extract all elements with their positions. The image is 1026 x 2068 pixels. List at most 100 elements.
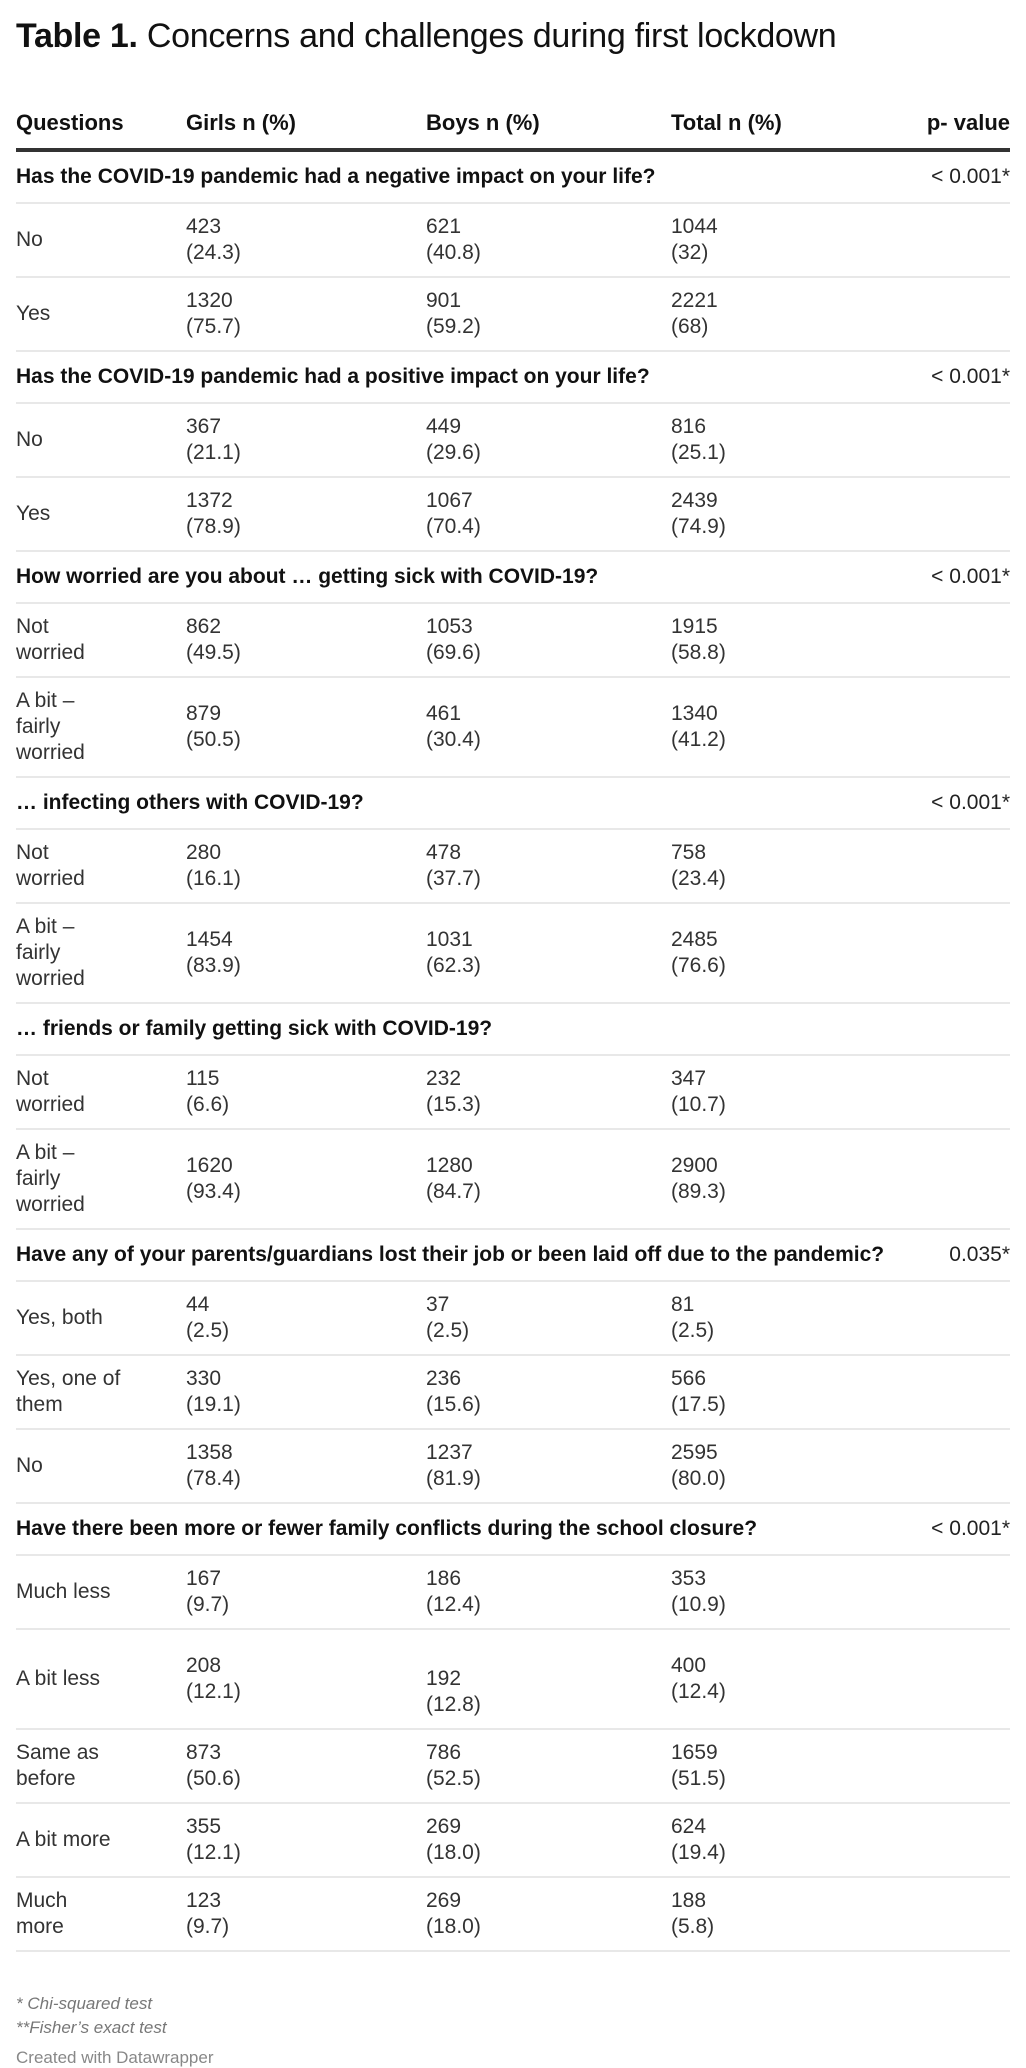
total-cell: 2221 (68): [671, 277, 901, 352]
answer-label: A bit – fairly worried: [16, 903, 186, 1004]
table-row: Not worried 862 (49.5) 1053 (69.6) 1915 (58…: [16, 603, 1010, 678]
total-cell: 400 (12.4): [671, 1629, 901, 1730]
answer-label: A bit – fairly worried: [16, 677, 186, 778]
p-value: [901, 1003, 1010, 1056]
girls-cell: 123 (9.7): [186, 1877, 426, 1952]
girls-cell: 280 (16.1): [186, 829, 426, 904]
header-girls: Girls n (%): [186, 110, 426, 152]
girls-cell: 115 (6.6): [186, 1055, 426, 1130]
table-row: A bit less 208 (12.1) 192 (12.8) 400 (12.4…: [16, 1629, 1010, 1730]
total-cell: 758 (23.4): [671, 829, 901, 904]
table-row: Not worried 280 (16.1) 478 (37.7) 758 (23.4…: [16, 829, 1010, 904]
empty-cell: [901, 677, 1010, 778]
boys-cell: 478 (37.7): [426, 829, 671, 904]
table-caption: Concerns and challenges during first loc…: [146, 17, 837, 55]
question-row: Have any of your parents/guardians lost …: [16, 1229, 1010, 1282]
boys-cell: 269 (18.0): [426, 1877, 671, 1952]
empty-cell: [901, 603, 1010, 678]
empty-cell: [901, 1129, 1010, 1230]
total-cell: 188 (5.8): [671, 1877, 901, 1952]
table-row: Yes, one of them 330 (19.1) 236 (15.6) 566 …: [16, 1355, 1010, 1430]
header-row: Questions Girls n (%) Boys n (%) Total n…: [16, 110, 1010, 152]
p-value: < 0.001*: [901, 351, 1010, 404]
empty-cell: [901, 277, 1010, 352]
table-title: Table 1. Concerns and challenges during …: [16, 14, 1010, 58]
boys-cell: 269 (18.0): [426, 1803, 671, 1878]
question-row: … friends or family getting sick with CO…: [16, 1003, 1010, 1056]
total-cell: 1044 (32): [671, 203, 901, 278]
girls-cell: 44 (2.5): [186, 1281, 426, 1356]
question-text: … infecting others with COVID-19?: [16, 777, 901, 830]
total-cell: 816 (25.1): [671, 403, 901, 478]
answer-label: No: [16, 203, 186, 278]
question-text: Have any of your parents/guardians lost …: [16, 1229, 901, 1282]
girls-cell: 367 (21.1): [186, 403, 426, 478]
empty-cell: [901, 1055, 1010, 1130]
question-row: How worried are you about … getting sick…: [16, 551, 1010, 604]
boys-cell: 1053 (69.6): [426, 603, 671, 678]
empty-cell: [901, 829, 1010, 904]
answer-label: Yes: [16, 477, 186, 552]
table-row: Not worried 115 (6.6) 232 (15.3) 347 (10.7): [16, 1055, 1010, 1130]
table-row: Yes 1372 (78.9) 1067 (70.4) 2439 (74.9): [16, 477, 1010, 552]
answer-label: A bit less: [16, 1629, 186, 1730]
answer-label: A bit more: [16, 1803, 186, 1878]
question-row: … infecting others with COVID-19? < 0.001…: [16, 777, 1010, 830]
boys-cell: 186 (12.4): [426, 1555, 671, 1630]
table-row: Much less 167 (9.7) 186 (12.4) 353 (10.9): [16, 1555, 1010, 1630]
boys-cell: 236 (15.6): [426, 1355, 671, 1430]
answer-label: Much less: [16, 1555, 186, 1630]
girls-cell: 862 (49.5): [186, 603, 426, 678]
answer-label: Not worried: [16, 603, 186, 678]
boys-cell: 1280 (84.7): [426, 1129, 671, 1230]
boys-cell: 901 (59.2): [426, 277, 671, 352]
answer-label: Same as before: [16, 1729, 186, 1804]
girls-cell: 355 (12.1): [186, 1803, 426, 1878]
table-row: A bit – fairly worried 1620 (93.4) 1280 (8…: [16, 1129, 1010, 1230]
empty-cell: [901, 1877, 1010, 1952]
table-row: A bit – fairly worried 1454 (83.9) 1031 (6…: [16, 903, 1010, 1004]
table-row: Yes, both 44 (2.5) 37 (2.5) 81 (2.5): [16, 1281, 1010, 1356]
boys-cell: 621 (40.8): [426, 203, 671, 278]
empty-cell: [901, 1729, 1010, 1804]
answer-label: Yes, both: [16, 1281, 186, 1356]
total-cell: 2439 (74.9): [671, 477, 901, 552]
table-number: Table 1.: [16, 17, 138, 55]
total-cell: 1915 (58.8): [671, 603, 901, 678]
empty-cell: [901, 1803, 1010, 1878]
credit-link[interactable]: Created with Datawrapper: [16, 2048, 214, 2067]
empty-cell: [901, 1355, 1010, 1430]
answer-label: A bit – fairly worried: [16, 1129, 186, 1230]
p-value: 0.035*: [901, 1229, 1010, 1282]
girls-cell: 1620 (93.4): [186, 1129, 426, 1230]
table-body: Has the COVID-19 pandemic had a negative…: [16, 150, 1010, 1952]
empty-cell: [901, 1429, 1010, 1504]
total-cell: 1340 (41.2): [671, 677, 901, 778]
answer-label: Yes: [16, 277, 186, 352]
boys-cell: 786 (52.5): [426, 1729, 671, 1804]
table-row: Yes 1320 (75.7) 901 (59.2) 2221 (68): [16, 277, 1010, 352]
answer-label: Not worried: [16, 829, 186, 904]
answer-label: Much more: [16, 1877, 186, 1952]
question-text: Has the COVID-19 pandemic had a negative…: [16, 150, 901, 204]
question-row: Has the COVID-19 pandemic had a negative…: [16, 150, 1010, 204]
girls-cell: 1372 (78.9): [186, 477, 426, 552]
total-cell: 81 (2.5): [671, 1281, 901, 1356]
total-cell: 566 (17.5): [671, 1355, 901, 1430]
table-row: No 423 (24.3) 621 (40.8) 1044 (32): [16, 203, 1010, 278]
table-row: No 367 (21.1) 449 (29.6) 816 (25.1): [16, 403, 1010, 478]
data-table: Questions Girls n (%) Boys n (%) Total n…: [16, 110, 1010, 1952]
answer-label: Not worried: [16, 1055, 186, 1130]
table-row: Same as before 873 (50.6) 786 (52.5) 1659 (…: [16, 1729, 1010, 1804]
boys-cell: 192 (12.8): [426, 1629, 671, 1730]
empty-cell: [901, 403, 1010, 478]
girls-cell: 879 (50.5): [186, 677, 426, 778]
question-row: Has the COVID-19 pandemic had a positive…: [16, 351, 1010, 404]
p-value: < 0.001*: [901, 551, 1010, 604]
total-cell: 2595 (80.0): [671, 1429, 901, 1504]
footnote-chi-squared: * Chi-squared test: [16, 1994, 153, 2013]
table-row: No 1358 (78.4) 1237 (81.9) 2595 (80.0): [16, 1429, 1010, 1504]
girls-cell: 873 (50.6): [186, 1729, 426, 1804]
boys-cell: 449 (29.6): [426, 403, 671, 478]
